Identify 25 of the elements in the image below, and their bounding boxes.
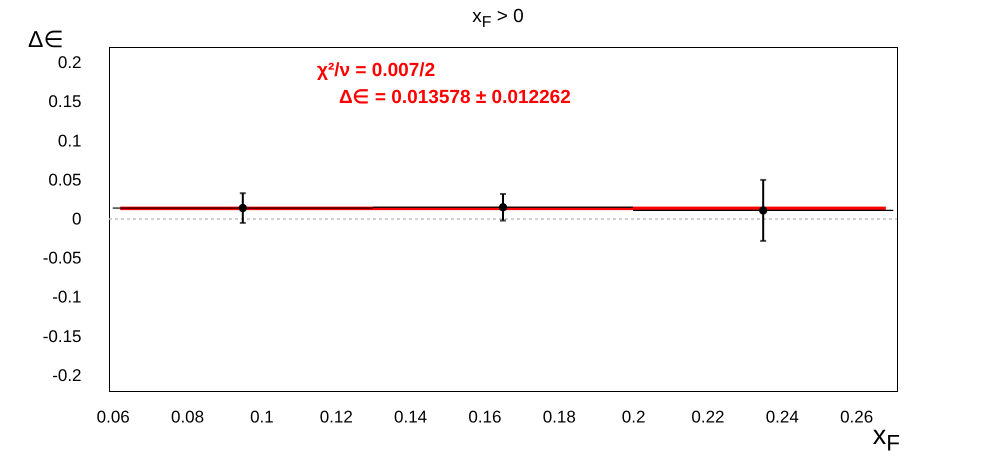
x-tick-label: 0.1: [250, 408, 274, 426]
y-axis-title: Δ∈: [28, 26, 64, 53]
annotation: χ²/ν = 0.007/2: [317, 60, 436, 81]
y-tick-label: 0: [72, 210, 82, 228]
chart-title: x$_{F}$ > 0: [472, 6, 524, 31]
x-axis-title: x$_{F}$: [872, 420, 900, 456]
x-tick-label: 0.16: [468, 408, 502, 426]
x-tick-label: 0.24: [766, 408, 799, 426]
y-tick-label: -0.15: [42, 326, 82, 346]
x-tick-label: 0.06: [96, 408, 130, 426]
x-tick-label: 0.14: [394, 408, 428, 426]
y-tick-label: 0.05: [48, 170, 82, 190]
x-tick-label: 0.26: [840, 408, 874, 426]
x-tick-label: 0.18: [542, 408, 576, 426]
y-tick-label: -0.1: [52, 288, 82, 307]
x-tick-label: 0.08: [171, 408, 204, 426]
y-tick-label: 0.2: [58, 53, 82, 72]
y-tick-label: -0.05: [42, 248, 82, 268]
annotation: Δ∈ = 0.013578 ± 0.012262: [339, 87, 571, 108]
y-tick-label: 0.15: [48, 92, 82, 112]
x-tick-label: 0.12: [320, 408, 353, 426]
x-tick-label: 0.2: [622, 408, 646, 426]
y-tick-label: -0.2: [52, 366, 82, 385]
y-tick-label: 0.1: [58, 131, 82, 150]
x-tick-label: 0.22: [691, 408, 724, 426]
